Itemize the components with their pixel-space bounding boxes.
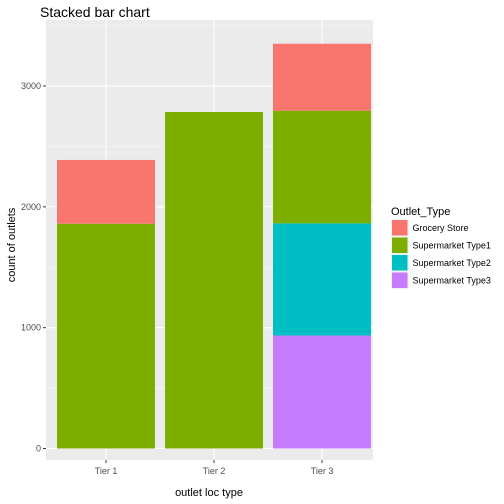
- bar-segment-tier-3-supermarket-type2: [273, 223, 371, 336]
- bar-segment-tier-3-supermarket-type1: [273, 110, 371, 224]
- legend-title: Outlet_Type: [391, 206, 450, 218]
- legend-key-supermarket-type1: [392, 237, 408, 253]
- legend-label: Supermarket Type2: [413, 258, 491, 268]
- x-tick-label: Tier 1: [95, 466, 118, 476]
- chart-title: Stacked bar chart: [40, 4, 150, 20]
- legend-key-supermarket-type2: [392, 255, 408, 271]
- bar-segment-tier-1-supermarket-type1: [57, 223, 155, 449]
- y-tick-label: 1000: [21, 323, 41, 333]
- y-axis: 0 1000 2000 3000: [21, 81, 46, 454]
- x-tick-label: Tier 2: [203, 466, 226, 476]
- x-axis-title: outlet loc type: [175, 487, 243, 499]
- bar-segment-tier-3-grocery-store: [273, 43, 371, 111]
- legend-key-supermarket-type3: [392, 272, 408, 288]
- x-tick-label: Tier 3: [311, 466, 334, 476]
- y-tick-label: 0: [36, 444, 41, 454]
- x-axis: Tier 1 Tier 2 Tier 3: [95, 460, 334, 476]
- legend-key-grocery-store: [392, 220, 408, 236]
- y-tick-label: 2000: [21, 202, 41, 212]
- legend-label: Supermarket Type3: [413, 275, 491, 285]
- bars: [57, 43, 371, 449]
- bar-segment-tier-1-grocery-store: [57, 159, 155, 224]
- legend-label: Supermarket Type1: [413, 240, 491, 250]
- bar-segment-tier-2-supermarket-type1: [165, 111, 263, 449]
- y-tick-label: 3000: [21, 81, 41, 91]
- legend: Outlet_Type Grocery Store Supermarket Typ…: [391, 206, 491, 289]
- y-axis-title: count of outlets: [6, 207, 18, 282]
- bar-segment-tier-3-supermarket-type3: [273, 335, 371, 449]
- legend-label: Grocery Store: [413, 223, 469, 233]
